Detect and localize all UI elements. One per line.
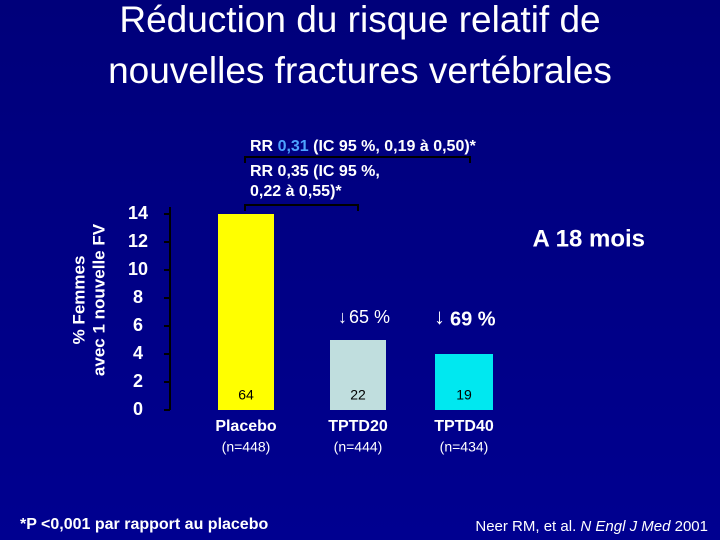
- rr2: 0,22 à 0,55)*: [250, 183, 342, 200]
- n-label: (n=444): [334, 439, 383, 455]
- count-label: 19: [456, 387, 472, 403]
- period: A 18 mois: [533, 225, 646, 252]
- y-tick-label: 12: [128, 231, 148, 251]
- rr2-bracket: [244, 204, 359, 211]
- y-tick-label: 4: [133, 343, 143, 363]
- bar: [218, 214, 274, 410]
- rr1-suffix: (IC 95 %, 0,19 à 0,50)*: [309, 138, 477, 155]
- rr1-prefix: RR: [250, 138, 278, 155]
- n-label: (n=448): [222, 439, 271, 455]
- rr1-bracket: [244, 156, 471, 163]
- bar: [330, 340, 386, 410]
- y-label: % Femmes avec 1 nouvelle FV: [69, 223, 108, 376]
- n-label: (n=434): [440, 439, 489, 455]
- count-label: 64: [238, 387, 254, 403]
- y-label-line: % Femmes: [69, 256, 88, 345]
- citation-journal: N Engl J Med: [580, 518, 671, 535]
- y-tick-label: 6: [133, 315, 143, 335]
- reduction: 69 %: [450, 308, 496, 330]
- rr1: RR 0,31 (IC 95 %, 0,19 à 0,50)*: [250, 138, 477, 155]
- x-tick-label: TPTD40: [434, 418, 494, 435]
- y-tick-label: 2: [133, 371, 143, 391]
- rr1-value: 0,31: [278, 138, 309, 155]
- y-tick-label: 14: [128, 203, 148, 223]
- x-tick-label: Placebo: [215, 418, 277, 435]
- rr2: RR 0,35 (IC 95 %,: [250, 163, 380, 180]
- y-tick-label: 8: [133, 287, 143, 307]
- y-tick-label: 10: [128, 259, 148, 279]
- x-tick-label: TPTD20: [328, 418, 388, 435]
- arrow: ↓: [434, 304, 445, 329]
- title: nouvelles fractures vertébrales: [108, 50, 612, 91]
- citation-authors: Neer RM, et al.: [475, 518, 580, 535]
- y-label-line: avec 1 nouvelle FV: [89, 223, 108, 376]
- reduction: 65 %: [349, 307, 390, 327]
- bar: [435, 354, 493, 410]
- arrow: ↓: [338, 307, 347, 327]
- y-tick-label: 0: [133, 399, 143, 419]
- title: Réduction du risque relatif de: [119, 0, 600, 40]
- footnote: *P <0,001 par rapport au placebo: [20, 516, 268, 533]
- citation-year: 2001: [670, 518, 708, 535]
- count-label: 22: [350, 387, 366, 403]
- citation: Neer RM, et al. N Engl J Med 2001: [475, 518, 708, 535]
